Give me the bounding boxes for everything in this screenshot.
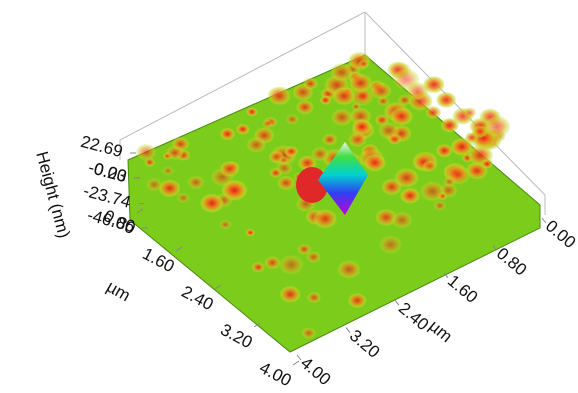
surface-bump bbox=[218, 160, 241, 178]
surface-bump bbox=[321, 133, 338, 146]
surface-bump bbox=[351, 118, 373, 136]
bounding-box bbox=[119, 11, 546, 215]
x-tick-label: 1.60 bbox=[444, 271, 482, 307]
surface-bump bbox=[445, 164, 472, 186]
surface-bump bbox=[199, 193, 225, 214]
surface-bump bbox=[390, 211, 414, 229]
surface-bump bbox=[464, 132, 479, 144]
surface-bump bbox=[157, 178, 182, 198]
y-tick bbox=[214, 284, 222, 290]
z-axis-title: Height (nm) bbox=[32, 149, 73, 240]
x-tick bbox=[492, 245, 498, 251]
box-edge bbox=[119, 11, 366, 160]
x-tick bbox=[345, 327, 351, 333]
x-tick-label: 3.20 bbox=[346, 326, 384, 362]
surface-bump bbox=[336, 259, 362, 280]
surface-bump bbox=[261, 119, 273, 129]
surface-bump bbox=[369, 81, 393, 100]
surface-bump bbox=[251, 261, 266, 273]
z-tick-label: 22.69 bbox=[79, 132, 125, 161]
y-tick bbox=[175, 246, 183, 252]
surface-bump bbox=[378, 234, 403, 255]
x-tick bbox=[394, 299, 400, 306]
surface-bump bbox=[329, 62, 354, 82]
surface-bump bbox=[246, 107, 258, 117]
surface-bump bbox=[301, 327, 317, 340]
surface-bump bbox=[440, 117, 460, 133]
surface-bump bbox=[422, 159, 438, 173]
y-tick bbox=[136, 208, 144, 214]
surface-bump bbox=[363, 153, 387, 173]
surface-bump bbox=[285, 113, 300, 125]
surface-bump bbox=[387, 133, 403, 146]
peak bbox=[296, 167, 328, 203]
surface-bump bbox=[465, 161, 489, 181]
surface-bump bbox=[165, 145, 185, 161]
z-tick-label: 0.00 bbox=[92, 159, 129, 186]
y-axis-title: µm bbox=[103, 277, 133, 305]
surface-bump bbox=[347, 72, 374, 94]
surface-bump bbox=[278, 254, 305, 276]
y-tick-label: 4.00 bbox=[256, 358, 294, 390]
surface-bump bbox=[162, 166, 174, 176]
surface-bump bbox=[267, 86, 292, 106]
surface-bump bbox=[424, 105, 442, 119]
surface-bump bbox=[389, 106, 414, 127]
surface-bump bbox=[331, 86, 357, 106]
surface-bump bbox=[347, 131, 368, 148]
surface-bump bbox=[483, 115, 511, 138]
x-tick bbox=[296, 354, 302, 361]
surface-bump bbox=[330, 108, 354, 127]
z-tick-label: -46.06 bbox=[85, 205, 136, 236]
surface-bump bbox=[245, 136, 267, 154]
surface-bump bbox=[399, 187, 421, 205]
surface-bump bbox=[275, 161, 293, 176]
surface-bump bbox=[319, 95, 332, 106]
surface-bump bbox=[435, 91, 457, 109]
x-tick bbox=[443, 272, 449, 279]
surface-bump bbox=[347, 292, 368, 309]
surface-bump bbox=[302, 77, 319, 90]
surface-bump bbox=[297, 243, 312, 256]
surface-bump bbox=[297, 155, 318, 171]
central-pit bbox=[296, 142, 368, 215]
pit bbox=[318, 142, 368, 215]
box-edge bbox=[364, 11, 546, 215]
surface-bump bbox=[219, 127, 236, 141]
surface-bump bbox=[218, 219, 232, 230]
surface-bump bbox=[433, 200, 447, 211]
surface-bump bbox=[235, 123, 250, 135]
surface-bump bbox=[278, 285, 302, 304]
surface-bump bbox=[422, 75, 445, 94]
y-tick bbox=[292, 360, 300, 366]
x-tick bbox=[541, 217, 547, 224]
surface-bump bbox=[186, 175, 205, 190]
surface-bump bbox=[245, 228, 256, 237]
surface-bump bbox=[358, 59, 370, 69]
x-tick-label: 4.00 bbox=[297, 353, 335, 389]
surface-bump bbox=[276, 175, 296, 191]
surface-bump bbox=[393, 167, 420, 189]
x-tick-label: 0.00 bbox=[542, 216, 578, 252]
surface-bump bbox=[391, 68, 420, 91]
surface-bump bbox=[435, 143, 454, 158]
surface-bump bbox=[305, 250, 322, 264]
surface-bump bbox=[176, 192, 191, 204]
surface-bump bbox=[312, 208, 338, 230]
surface-bump bbox=[135, 143, 157, 161]
surface-bump bbox=[143, 157, 156, 167]
surface-bump bbox=[306, 291, 322, 304]
surface-bump bbox=[310, 146, 330, 162]
surface-bump bbox=[263, 255, 282, 270]
surface-bump bbox=[463, 107, 477, 118]
surface-bump bbox=[295, 99, 315, 115]
surface-texture bbox=[135, 51, 511, 340]
surface-bump bbox=[419, 180, 446, 202]
y-tick bbox=[253, 322, 261, 328]
surface-bump bbox=[284, 145, 299, 158]
y-tick-label: 3.20 bbox=[217, 320, 255, 352]
